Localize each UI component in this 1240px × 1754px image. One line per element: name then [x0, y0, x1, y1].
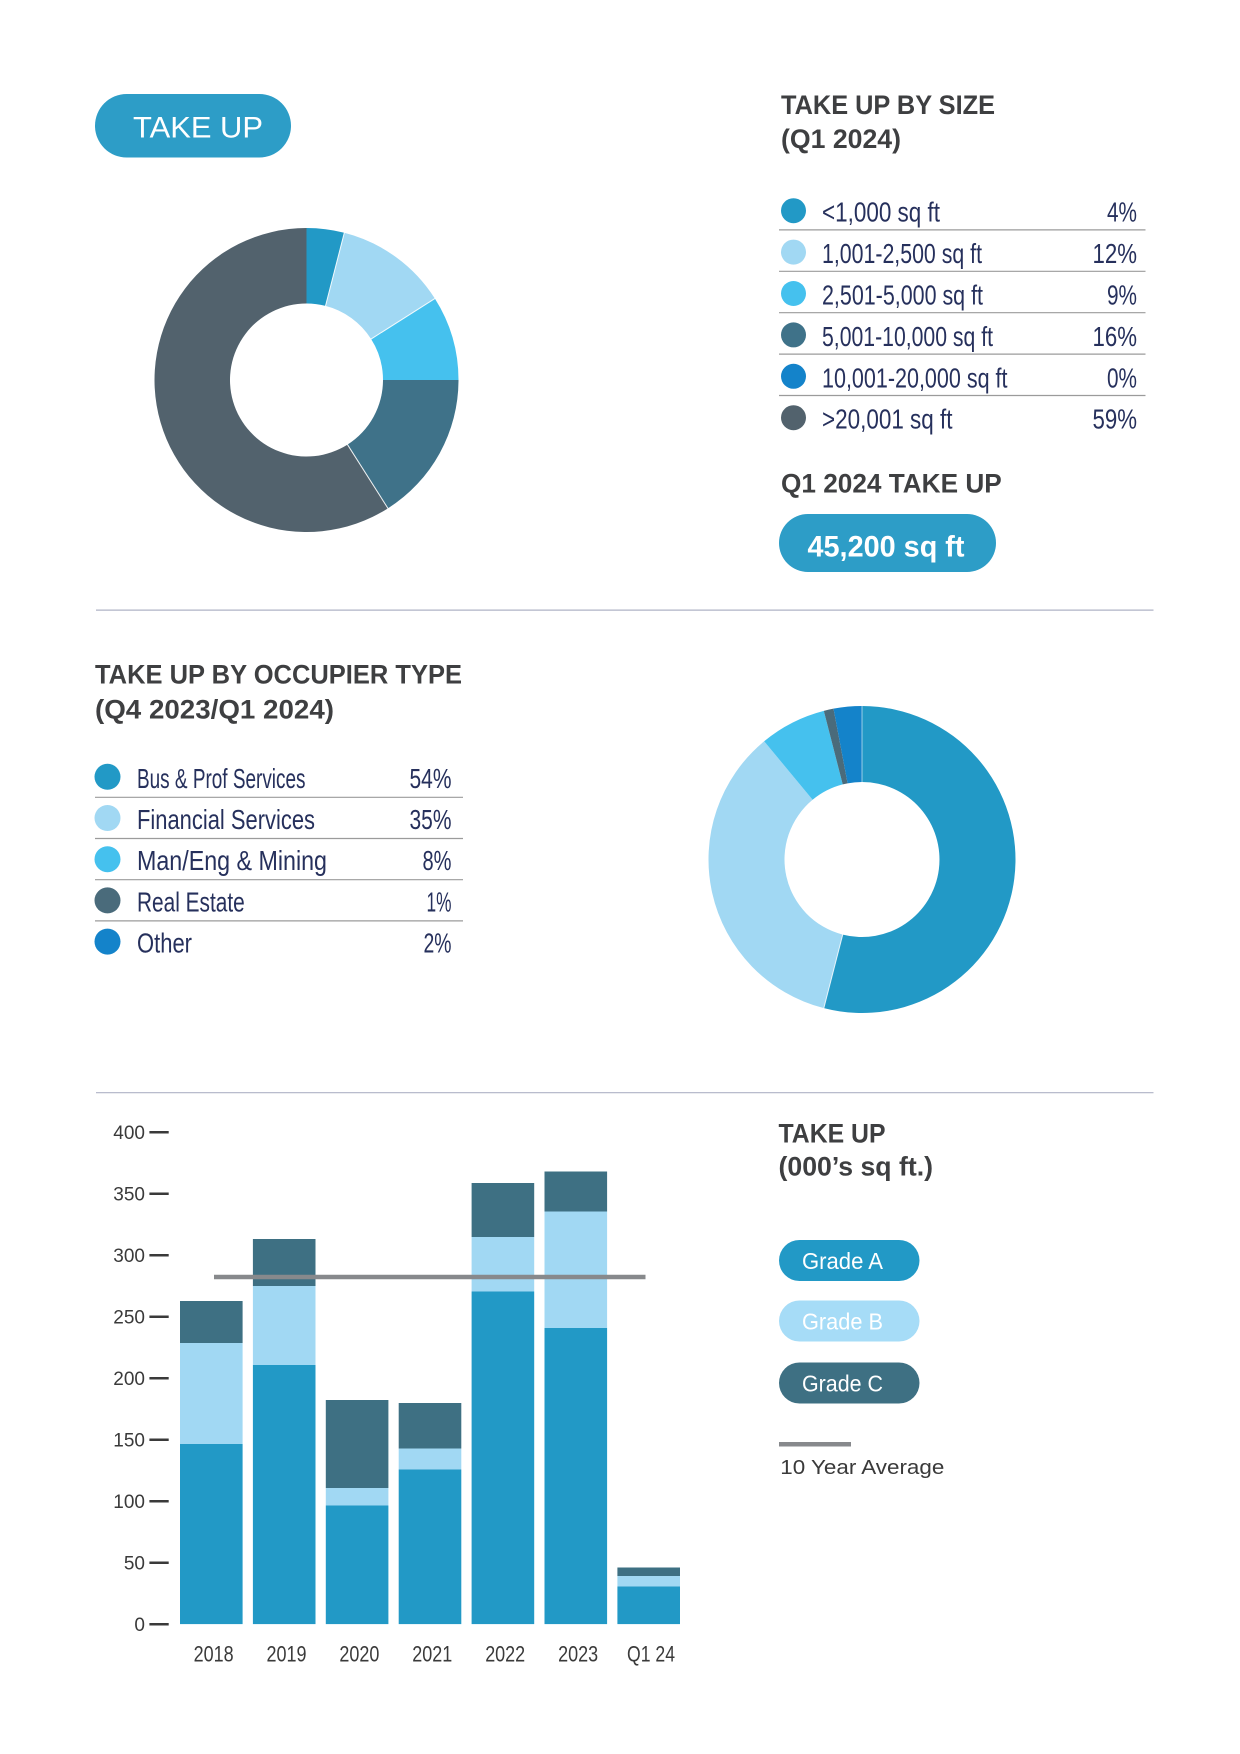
svg-text:59%: 59%: [1093, 404, 1138, 435]
svg-text:2020: 2020: [339, 1641, 379, 1666]
svg-text:5,001-10,000 sq ft: 5,001-10,000 sq ft: [822, 321, 993, 352]
svg-text:16%: 16%: [1093, 321, 1138, 352]
svg-text:TAKE UP: TAKE UP: [133, 112, 263, 145]
svg-text:(Q4 2023/Q1 2024): (Q4 2023/Q1 2024): [95, 694, 334, 724]
svg-text:350: 350: [113, 1185, 145, 1206]
svg-text:100: 100: [113, 1492, 145, 1513]
svg-text:Grade A: Grade A: [802, 1248, 884, 1274]
svg-text:Financial Services: Financial Services: [137, 804, 315, 835]
svg-text:Q1 2024 TAKE UP: Q1 2024 TAKE UP: [781, 469, 1002, 499]
svg-text:45,200 sq ft: 45,200 sq ft: [808, 531, 965, 564]
svg-text:10,001-20,000 sq ft: 10,001-20,000 sq ft: [822, 362, 1008, 393]
svg-text:Man/Eng & Mining: Man/Eng & Mining: [137, 845, 327, 876]
svg-text:8%: 8%: [423, 845, 452, 876]
svg-text:(Q1 2024): (Q1 2024): [781, 124, 901, 154]
svg-text:300: 300: [113, 1246, 145, 1267]
svg-text:Q1 24: Q1 24: [627, 1641, 675, 1666]
svg-text:2021: 2021: [412, 1641, 452, 1666]
svg-text:2,501-5,000 sq ft: 2,501-5,000 sq ft: [822, 280, 983, 311]
svg-text:9%: 9%: [1107, 280, 1137, 311]
svg-text:>20,001 sq ft: >20,001 sq ft: [822, 404, 953, 435]
svg-text:Grade C: Grade C: [802, 1370, 883, 1396]
svg-text:4%: 4%: [1107, 197, 1137, 228]
svg-text:TAKE UP BY OCCUPIER TYPE: TAKE UP BY OCCUPIER TYPE: [95, 659, 462, 689]
svg-text:<1,000 sq ft: <1,000 sq ft: [822, 197, 940, 228]
svg-text:TAKE UP: TAKE UP: [779, 1119, 886, 1149]
svg-text:0%: 0%: [1107, 362, 1137, 393]
svg-text:400: 400: [113, 1123, 145, 1144]
svg-text:2019: 2019: [267, 1641, 307, 1666]
svg-text:0: 0: [134, 1615, 145, 1636]
svg-text:35%: 35%: [410, 804, 452, 835]
svg-text:2%: 2%: [424, 928, 452, 959]
svg-text:1,001-2,500 sq ft: 1,001-2,500 sq ft: [822, 238, 982, 269]
svg-text:54%: 54%: [410, 763, 452, 794]
svg-text:2022: 2022: [485, 1641, 525, 1666]
svg-text:Bus & Prof Services: Bus & Prof Services: [137, 763, 306, 794]
svg-text:1%: 1%: [427, 886, 452, 917]
svg-text:50: 50: [124, 1554, 145, 1575]
svg-text:250: 250: [113, 1308, 145, 1329]
svg-text:Real Estate: Real Estate: [137, 886, 245, 917]
svg-text:10 Year Average: 10 Year Average: [780, 1456, 944, 1479]
svg-text:Grade B: Grade B: [802, 1308, 883, 1334]
svg-text:2018: 2018: [194, 1641, 234, 1666]
svg-text:(000’s sq ft.): (000’s sq ft.): [779, 1152, 934, 1182]
svg-text:Other: Other: [137, 928, 192, 959]
svg-text:2023: 2023: [558, 1641, 598, 1666]
svg-text:12%: 12%: [1093, 238, 1138, 269]
svg-text:200: 200: [113, 1369, 145, 1390]
svg-text:150: 150: [113, 1431, 145, 1452]
svg-text:TAKE UP BY SIZE: TAKE UP BY SIZE: [781, 90, 995, 120]
